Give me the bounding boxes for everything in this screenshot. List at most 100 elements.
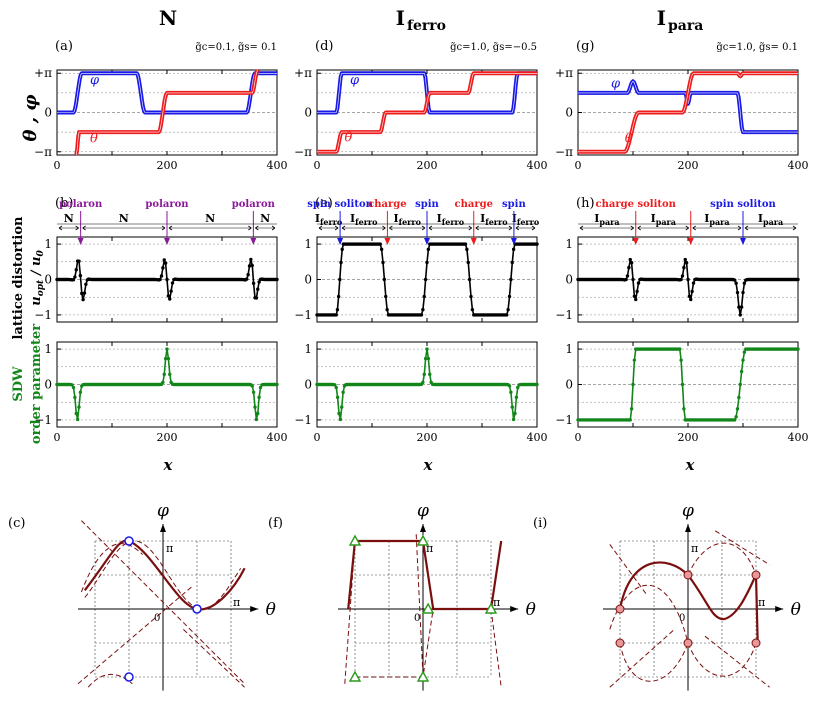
- data-point: [74, 268, 78, 272]
- soliton-marker: [484, 602, 498, 614]
- zero-label: 0: [414, 613, 420, 624]
- data-point: [336, 294, 341, 299]
- series-line: [578, 258, 798, 316]
- data-point: [425, 260, 429, 265]
- x-tick-label: 0: [575, 431, 582, 444]
- data-point: [514, 395, 519, 400]
- domain-label: Iferro: [437, 212, 465, 227]
- phi-arrow: [420, 524, 426, 532]
- y-tick-label: +π: [34, 66, 52, 80]
- arrow-head: [508, 225, 513, 231]
- ylabel-sdw-line2: order parameter: [29, 324, 44, 444]
- solid-curve: [618, 561, 759, 644]
- marker-arrowhead: [77, 238, 84, 245]
- dashed-line: [81, 520, 245, 685]
- data-point: [505, 313, 509, 317]
- x-tick-label: 0: [575, 159, 582, 172]
- arrow-head: [428, 225, 433, 231]
- data-point: [82, 291, 87, 295]
- theta-label: θ: [791, 600, 801, 620]
- label-phi: φ: [350, 73, 360, 88]
- arrow-head: [630, 225, 634, 231]
- data-point: [163, 356, 168, 361]
- data-point: [251, 281, 256, 286]
- y-tick-label: −1: [555, 308, 573, 322]
- domain-label: Iferro: [393, 212, 421, 227]
- y-tick-label: 1: [44, 342, 52, 356]
- panel-label: (a): [55, 39, 73, 54]
- theta-label: θ: [266, 600, 276, 620]
- arrow-head: [334, 225, 339, 231]
- ylabel-sdw-line1: SDW: [11, 366, 26, 402]
- marker-label: charge: [455, 199, 493, 210]
- data-point: [507, 384, 512, 388]
- phi-label: φ: [417, 501, 429, 521]
- x-tick-label: 400: [527, 159, 548, 172]
- panel-e2: 10−10 200 400: [294, 341, 548, 444]
- data-point: [506, 307, 510, 312]
- data-point: [737, 305, 741, 309]
- data-point: [166, 356, 171, 361]
- ylabel-lattice-line1: lattice distortion: [11, 216, 26, 340]
- domain-label: N: [64, 212, 74, 225]
- arrow-head: [75, 225, 79, 231]
- y-tick-label: +π: [555, 66, 573, 80]
- data-point: [161, 266, 165, 270]
- arrow-head: [692, 225, 696, 231]
- marker-label: spin soliton: [710, 199, 776, 210]
- data-point: [379, 247, 384, 252]
- header-ipara-sub: para: [668, 18, 703, 34]
- label-phi: φ: [90, 73, 100, 88]
- data-point: [159, 274, 164, 278]
- data-point: [423, 277, 428, 282]
- data-point: [385, 307, 389, 312]
- x-tick-label: 200: [678, 159, 699, 172]
- arrow-head: [421, 225, 426, 231]
- data-point: [77, 259, 81, 263]
- data-point: [628, 257, 632, 262]
- series-highlight: [57, 73, 277, 113]
- data-point: [734, 281, 738, 285]
- data-point: [77, 405, 81, 409]
- column-header-ipara: I para: [657, 6, 704, 34]
- marker-arrowhead: [632, 238, 639, 245]
- marker-label: spin: [502, 199, 526, 210]
- y-tick-label: −π: [294, 145, 312, 159]
- soliton-marker: [348, 534, 362, 546]
- soliton-marker: [683, 638, 693, 648]
- data-point: [340, 405, 344, 409]
- data-point: [689, 297, 693, 302]
- data-point: [78, 273, 83, 278]
- y-tick-label: −1: [34, 308, 52, 322]
- data-point: [168, 372, 172, 377]
- data-point: [513, 411, 517, 416]
- panel-label: (g): [576, 39, 594, 54]
- data-point: [678, 347, 682, 351]
- xlabel-col3: x: [685, 456, 696, 474]
- data-point: [80, 291, 84, 296]
- data-point: [168, 297, 172, 301]
- ylabel-over-u: / u: [29, 257, 44, 280]
- x-tick-label: 200: [157, 159, 178, 172]
- dashed-line: [77, 584, 194, 685]
- soliton-marker: [416, 670, 430, 682]
- soliton-marker: [751, 638, 761, 648]
- data-point: [384, 294, 388, 299]
- data-point: [338, 417, 343, 422]
- data-point: [466, 260, 470, 265]
- phi-arrow: [160, 524, 166, 532]
- domain-label: Iferro: [315, 212, 343, 227]
- data-point: [634, 297, 638, 302]
- soliton-marker: [124, 672, 134, 682]
- soliton-marker: [348, 670, 362, 682]
- data-point: [170, 281, 175, 285]
- data-point: [254, 417, 259, 422]
- y-tick-label: 0: [44, 273, 52, 287]
- data-point: [636, 281, 641, 285]
- arrow-head: [637, 225, 641, 231]
- data-point: [470, 307, 475, 312]
- domain-label: Iferro: [350, 212, 378, 227]
- marker-label: polaron: [232, 199, 276, 210]
